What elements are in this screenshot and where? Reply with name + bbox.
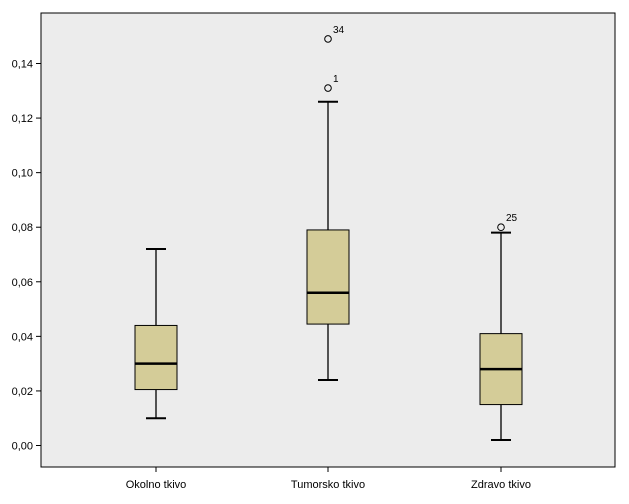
category-label: Zdravo tkivo: [471, 479, 531, 491]
box-group-2: 34 1: [306, 25, 350, 382]
y-tick-label: 0,10: [12, 168, 33, 180]
y-tick-label: 0,00: [12, 441, 33, 453]
x-axis: Okolno tkivo Tumorsko tkivo Zdravo tkivo: [126, 467, 531, 491]
y-tick-label: 0,14: [12, 59, 33, 71]
outlier-point: [324, 84, 332, 92]
y-tick-label: 0,06: [12, 277, 33, 289]
category-label: Tumorsko tkivo: [291, 479, 365, 491]
y-tick-label: 0,02: [12, 386, 33, 398]
y-tick-label: 0,12: [12, 113, 33, 125]
outlier-label: 1: [333, 74, 339, 85]
outlier-point: [497, 223, 505, 232]
y-tick-label: 0,04: [12, 331, 33, 343]
outlier-label: 34: [333, 25, 345, 36]
box-group-1: [134, 248, 178, 420]
outlier-label: 25: [506, 213, 518, 224]
y-axis: 0,00 0,02 0,04 0,06 0,08 0,10 0,12 0,14: [12, 59, 41, 453]
category-label: Okolno tkivo: [126, 479, 187, 491]
box-group-3: 25: [479, 213, 523, 442]
outlier-point: [324, 35, 332, 43]
y-tick-label: 0,08: [12, 222, 33, 234]
iqr-box: [306, 229, 350, 325]
box-series: 34 1 25: [134, 25, 523, 442]
iqr-box: [134, 324, 178, 391]
